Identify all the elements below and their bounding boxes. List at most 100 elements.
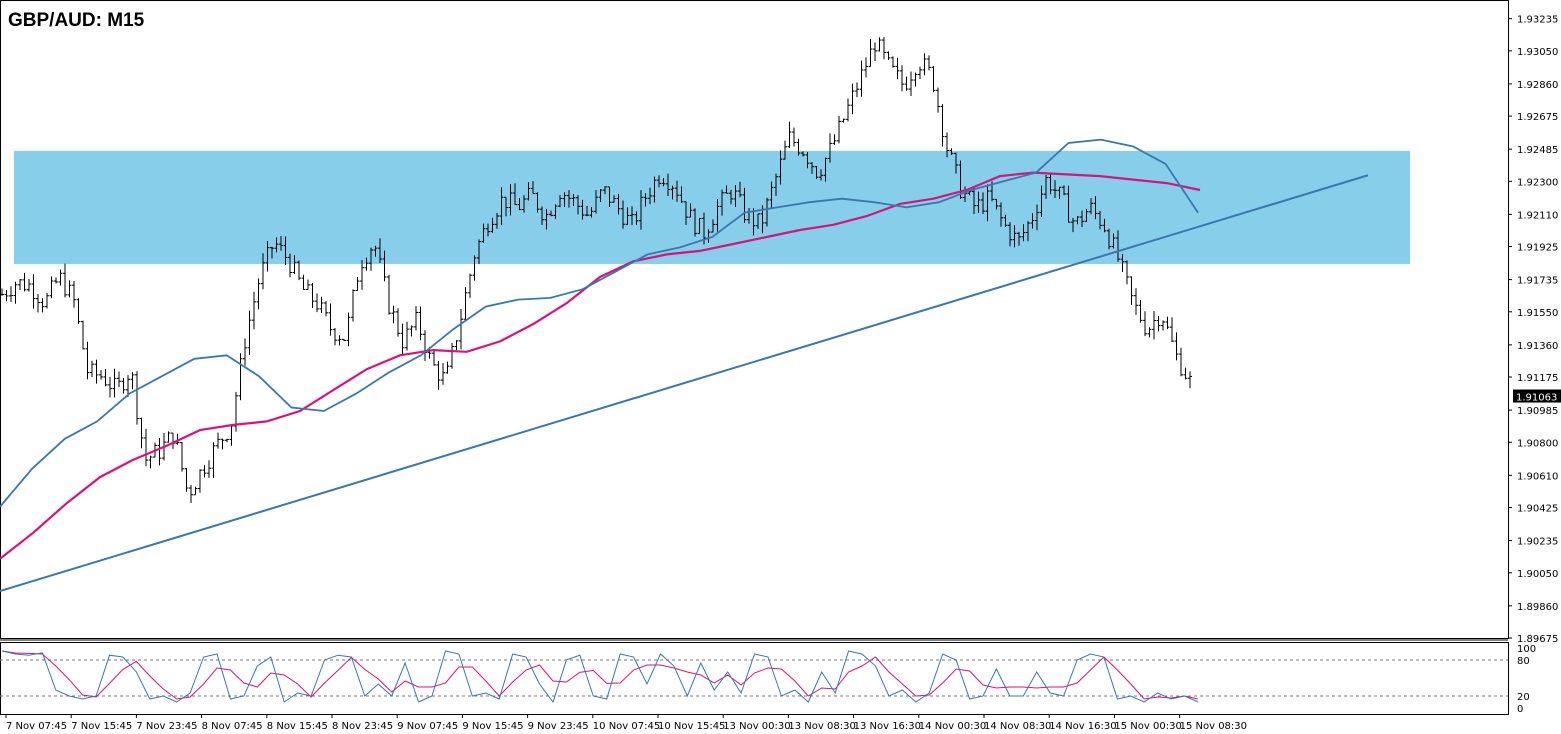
ohlc-bar: [85, 341, 90, 380]
ohlc-bar: [40, 298, 45, 313]
ohlc-bar: [175, 433, 180, 445]
ohlc-bar: [432, 349, 436, 366]
ohlc-bar: [814, 165, 819, 179]
ohlc-bar: [1003, 214, 1008, 227]
ohlc-bar: [1147, 327, 1152, 338]
ohlc-bar: [283, 236, 288, 265]
ohlc-bar: [27, 278, 31, 292]
ohlc-bar: [922, 53, 927, 76]
ohlc-bar: [1057, 186, 1062, 200]
ohlc-bar: [4, 289, 9, 302]
current-price-text: 1.91063: [1516, 393, 1557, 404]
ohlc-bar: [135, 371, 139, 425]
ohlc-bar: [738, 181, 742, 198]
ohlc-bar: [333, 327, 337, 346]
ohlc-bar: [517, 198, 522, 211]
ohlc-bar: [1102, 218, 1107, 233]
time-axis: 7 Nov 07:45 7 Nov 15:45 7 Nov 23:45 8 Nov 0…: [5, 714, 1247, 732]
ohlc-bar: [1008, 222, 1012, 247]
ohlc-bar: [297, 260, 301, 281]
ohlc-bar: [1071, 217, 1075, 233]
ohlc-bar: [526, 182, 531, 201]
ohlc-bar: [13, 281, 18, 304]
time-tick-label: 14 Nov 16:30: [1049, 721, 1116, 732]
ohlc-bar: [238, 353, 243, 401]
price-tick-label: 1.90985: [1517, 406, 1558, 417]
oscillator-signal-line: [1, 650, 1199, 700]
ohlc-bar: [9, 286, 13, 303]
ohlc-bar: [621, 200, 625, 229]
current-price-label: 1.91063: [1513, 389, 1561, 404]
ohlc-bar: [549, 210, 553, 217]
ohlc-bar: [1021, 224, 1026, 242]
ohlc-bar: [418, 306, 423, 341]
ohlc-bar: [769, 181, 774, 209]
ohlc-bar: [157, 438, 162, 466]
ohlc-bar: [400, 323, 405, 355]
ohlc-bar: [918, 66, 922, 80]
price-tick-label: 1.92675: [1517, 112, 1558, 123]
ohlc-bar: [387, 274, 391, 315]
ohlc-bar: [351, 289, 355, 322]
ohlc-bar: [441, 363, 445, 385]
ohlc-bar: [121, 377, 126, 394]
ohlc-bar: [522, 195, 526, 213]
price-tick-label: 1.92300: [1517, 177, 1558, 188]
ohlc-bar: [540, 206, 544, 225]
price-tick-label: 1.90800: [1517, 438, 1558, 449]
ohlc-bar: [684, 201, 688, 225]
ohlc-bar: [1048, 172, 1053, 195]
ohlc-bar: [445, 361, 450, 374]
ohlc-bar: [688, 203, 693, 218]
oscillator-level-label: 80: [1517, 656, 1530, 667]
ohlc-bar: [724, 185, 729, 194]
ohlc-bar: [891, 56, 895, 68]
ohlc-bar: [18, 279, 22, 290]
ohlc-bar: [895, 57, 900, 80]
ohlc-bar: [913, 72, 918, 87]
ohlc-bar: [1165, 316, 1170, 330]
ohlc-bar: [1116, 230, 1120, 262]
ohlc-bar: [778, 150, 783, 185]
price-tick-label: 1.90425: [1517, 504, 1558, 515]
ohlc-bar: [0, 288, 4, 296]
ohlc-bar: [562, 192, 567, 208]
ohlc-bar: [144, 428, 148, 467]
ohlc-bar: [292, 255, 297, 275]
ohlc-bar: [274, 237, 279, 253]
ohlc-bar: [954, 152, 958, 174]
ohlc-bar: [279, 235, 283, 251]
price-tick-label: 1.93050: [1517, 47, 1558, 58]
ohlc-bar: [310, 282, 315, 309]
time-tick-label: 8 Nov 07:45: [202, 721, 263, 732]
ohlc-bar: [612, 195, 616, 203]
ohlc-bar: [729, 189, 733, 205]
price-tick-label: 1.90610: [1517, 471, 1558, 482]
ohlc-bar: [63, 263, 67, 298]
ohlc-bar: [1084, 208, 1089, 222]
ohlc-bar: [216, 432, 220, 449]
ohlc-bar: [225, 438, 229, 443]
ohlc-bar: [1053, 180, 1057, 198]
ohlc-bar: [1152, 311, 1156, 340]
time-tick-label: 9 Nov 23:45: [528, 721, 589, 732]
ohlc-bar: [108, 376, 112, 398]
ohlc-bar: [765, 197, 769, 227]
ohlc-bar: [792, 127, 796, 147]
ohlc-bar: [171, 432, 175, 449]
ohlc-bar: [94, 359, 99, 384]
price-tick-label: 1.92860: [1517, 80, 1558, 91]
ohlc-bar: [823, 157, 828, 182]
time-tick-label: 7 Nov 23:45: [136, 721, 197, 732]
ohlc-bar: [571, 194, 576, 207]
main-pane-border: [0, 0, 1509, 639]
ohlc-bar: [616, 193, 621, 215]
time-tick-label: 9 Nov 15:45: [462, 721, 523, 732]
ohlc-bar: [697, 217, 702, 234]
ohlc-bar: [202, 465, 207, 478]
ohlc-bar: [720, 189, 724, 216]
ohlc-bar: [58, 269, 63, 286]
ohlc-bar: [1179, 347, 1183, 377]
